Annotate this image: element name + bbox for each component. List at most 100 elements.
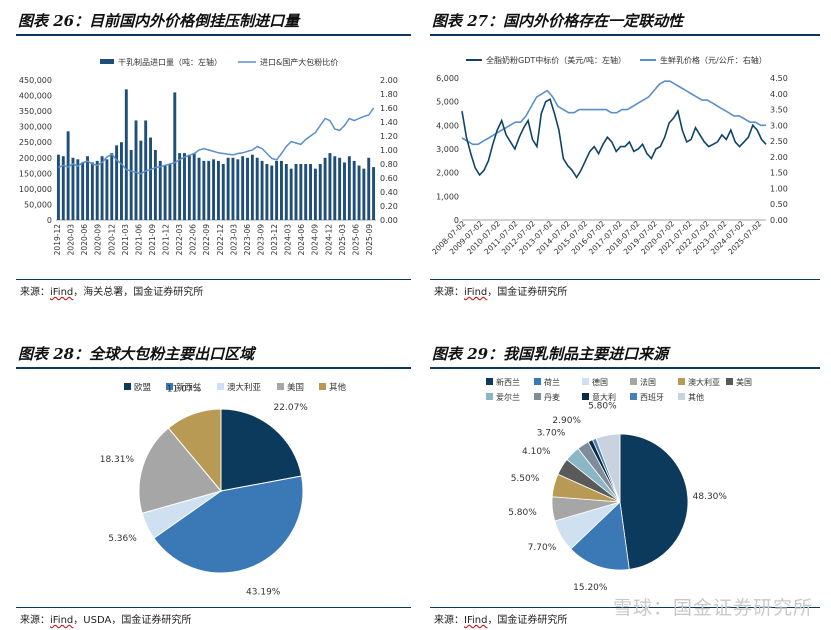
fig26-bar (221, 164, 225, 220)
fig27-source-prefix: 来源： (434, 287, 464, 298)
fig26-bar (163, 165, 167, 220)
fig29-legend-swatch (534, 378, 541, 385)
fig29-data-label: 15.20% (573, 583, 608, 593)
fig29-source-prefix: 来源： (434, 615, 464, 626)
fig26-bar (294, 164, 298, 220)
fig28-source-rest: ，USDA，国金证券研究所 (73, 615, 192, 626)
fig28-data-label: 22.07% (274, 403, 309, 413)
fig26-bar (124, 89, 128, 220)
fig29-legend-label: 意大利 (592, 392, 616, 402)
fig26-bar (367, 157, 371, 220)
fig29-source: 来源：IFind，国金证券研究所 (434, 611, 567, 626)
fig28-source-prefix: 来源： (20, 615, 50, 626)
fig28-legend-label: 新西兰 (176, 382, 202, 393)
fig26-bar (323, 157, 327, 220)
fig28-slice (220, 408, 303, 492)
fig26-ytick-right: 0.20 (380, 202, 398, 211)
fig26-bar (280, 160, 283, 220)
fig28-data-label: 43.19% (246, 588, 281, 598)
fig27-legend-milk-label: 生鲜乳价格（元/公斤：右轴） (660, 55, 767, 65)
fig26-xtick: 2023-06 (243, 224, 252, 256)
fig26-xtick: 2021-06 (134, 224, 143, 256)
fig28-legend-label: 美国 (287, 382, 304, 393)
fig26-title-rule (16, 34, 411, 36)
fig27-ytick-left: 3,000 (436, 145, 459, 154)
fig29-legend-label: 丹麦 (544, 392, 560, 402)
fig27-ytick-left: 6,000 (436, 74, 459, 83)
fig26-xtick: 2019-12 (53, 224, 62, 256)
fig26-bar (139, 140, 143, 220)
fig29-slice (619, 433, 689, 570)
fig27-source-rest: ，国金证券研究所 (487, 287, 568, 298)
fig26-bar (66, 131, 70, 220)
fig26-bar (299, 164, 303, 220)
fig28-title-rule (16, 367, 411, 369)
fig26-ytick-left: 400,000 (19, 92, 52, 101)
fig29-data-label: 5.50% (511, 474, 540, 484)
fig26-legend-bar-label: 干乳制品进口量（吨：左轴） (118, 57, 222, 67)
fig26-bar (347, 156, 351, 220)
fig26-xtick: 2024-12 (324, 224, 333, 256)
fig26-ytick-left: 200,000 (19, 154, 52, 163)
fig26-bar (178, 153, 182, 220)
fig26-ytick-left: 250,000 (19, 138, 52, 147)
fig29-data-label: 48.30% (693, 492, 728, 502)
fig26-bar (313, 168, 317, 220)
fig26-bar (212, 159, 216, 220)
fig26-xtick: 2025-03 (338, 224, 347, 256)
fig26-xtick: 2023-12 (270, 224, 279, 256)
fig28-data-label: 5.36% (108, 534, 137, 544)
fig29-data-label: 5.80% (508, 508, 537, 518)
fig26-ytick-left: 450,000 (19, 76, 52, 85)
fig26-title: 图表 26：目前国内外价格倒挂压制进口量 (18, 12, 300, 30)
fig27-title: 图表 27：国内外价格存在一定联动性 (432, 12, 684, 30)
fig26-ytick-right: 1.60 (380, 104, 398, 113)
fig26-bar (372, 167, 376, 220)
fig29-source-ifind: IFind (464, 615, 488, 626)
fig28-source-ifind: iFind (50, 615, 74, 626)
fig28-legend-swatch (277, 383, 284, 390)
fig26-ytick-right: 2.00 (380, 76, 398, 85)
fig26-ytick-left: 0 (47, 216, 52, 225)
fig26-ytick-right: 1.40 (380, 118, 398, 127)
fig26-bar (86, 156, 89, 220)
fig26-bar (309, 164, 312, 220)
fig27-ytick-left: 1,000 (436, 192, 459, 201)
fig26-bar (236, 159, 240, 220)
fig26-bar (76, 159, 80, 220)
fig26-bar (183, 153, 186, 220)
fig26-bar (144, 120, 148, 220)
fig28-legend-swatch (319, 383, 326, 390)
fig26-xtick: 2025-06 (351, 224, 360, 256)
fig28-slice (167, 408, 222, 493)
fig26-ratio-line (58, 107, 375, 175)
fig29-legend-label: 新西兰 (496, 377, 520, 387)
fig28-legend-label: 澳大利亚 (227, 382, 262, 393)
watermark: 雪球：国金证券研究所 (612, 597, 813, 619)
fig29-legend-swatch (678, 378, 685, 385)
fig26-bar (260, 160, 264, 220)
fig26-bar (95, 160, 99, 220)
fig27-ytick-right: 2.00 (770, 153, 788, 162)
fig29-legend-swatch (486, 378, 493, 385)
fig26-xtick: 2022-09 (202, 224, 211, 256)
fig27-ytick-left: 0 (454, 216, 459, 225)
fig27-ytick-right: 2.50 (770, 137, 788, 146)
fig28-data-label: 18.31% (100, 455, 135, 465)
fig26-source-rest: ，海关总署，国金证券研究所 (73, 287, 204, 298)
fig26-xtick: 2023-09 (257, 224, 266, 256)
fig26-ytick-left: 50,000 (24, 200, 52, 209)
fig26-xtick: 2025-09 (365, 224, 374, 256)
fig26-ytick-right: 0.80 (380, 160, 398, 169)
fig26-ytick-right: 1.20 (380, 132, 398, 141)
fig26-xtick: 2022-06 (189, 224, 198, 256)
fig26-bar (197, 157, 201, 220)
fig27-source: 来源：iFind，国金证券研究所 (434, 283, 567, 298)
fig26-bar (61, 156, 65, 220)
fig26-ytick-right: 1.00 (380, 146, 398, 155)
fig26-bar (115, 145, 119, 220)
fig29-legend-swatch (726, 378, 733, 385)
fig29-legend-label: 澳大利亚 (688, 377, 720, 387)
fig26-bar (246, 157, 249, 220)
fig26-xtick: 2024-03 (284, 224, 293, 256)
